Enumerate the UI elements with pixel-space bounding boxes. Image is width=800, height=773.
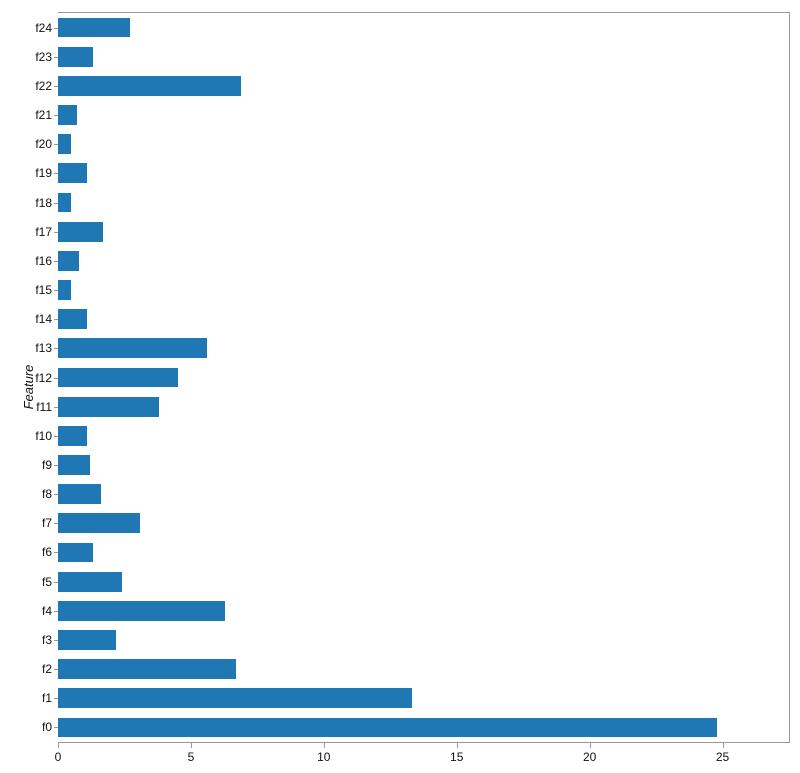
bar	[58, 426, 87, 446]
bar	[58, 630, 116, 650]
bar	[58, 76, 241, 96]
bar-row	[58, 280, 789, 300]
y-tick-mark	[54, 582, 58, 583]
feature-importance-chart: Feature f24f23f22f21f20f19f18f17f16f15f1…	[0, 0, 800, 773]
bar	[58, 572, 122, 592]
bar-row	[58, 193, 789, 213]
y-tick-mark	[54, 144, 58, 145]
x-tick-label: 25	[716, 742, 729, 764]
bar	[58, 659, 236, 679]
bar	[58, 455, 90, 475]
bar-row	[58, 426, 789, 446]
bar	[58, 397, 159, 417]
y-axis-title: Feature	[21, 364, 36, 409]
bar-row	[58, 76, 789, 96]
bar	[58, 309, 87, 329]
y-tick-mark	[54, 640, 58, 641]
bar-row	[58, 222, 789, 242]
bar-row	[58, 601, 789, 621]
y-tick-mark	[54, 115, 58, 116]
x-tick-label: 20	[583, 742, 596, 764]
y-tick-mark	[54, 57, 58, 58]
bar-row	[58, 105, 789, 125]
bar-row	[58, 163, 789, 183]
bar	[58, 513, 140, 533]
bar	[58, 484, 101, 504]
bar	[58, 18, 130, 38]
y-tick-mark	[54, 232, 58, 233]
bar-row	[58, 630, 789, 650]
bar-row	[58, 688, 789, 708]
y-tick-mark	[54, 261, 58, 262]
bar	[58, 193, 71, 213]
y-tick-mark	[54, 494, 58, 495]
bar	[58, 163, 87, 183]
bar-row	[58, 513, 789, 533]
bar	[58, 105, 77, 125]
y-tick-mark	[54, 465, 58, 466]
x-tick-label: 15	[450, 742, 463, 764]
y-tick-mark	[54, 436, 58, 437]
bar	[58, 543, 93, 563]
bar	[58, 688, 412, 708]
bar	[58, 280, 71, 300]
plot-area: f24f23f22f21f20f19f18f17f16f15f14f13f12f…	[58, 12, 790, 743]
bar-row	[58, 309, 789, 329]
bar-row	[58, 572, 789, 592]
bar	[58, 134, 71, 154]
y-tick-mark	[54, 698, 58, 699]
y-tick-mark	[54, 28, 58, 29]
bar	[58, 47, 93, 67]
x-tick-label: 0	[55, 742, 62, 764]
x-tick-label: 5	[188, 742, 195, 764]
bar	[58, 251, 79, 271]
bar-row	[58, 397, 789, 417]
y-tick-mark	[54, 348, 58, 349]
bar-row	[58, 47, 789, 67]
y-tick-mark	[54, 290, 58, 291]
bar-row	[58, 18, 789, 38]
y-tick-mark	[54, 173, 58, 174]
bar-row	[58, 338, 789, 358]
y-tick-mark	[54, 86, 58, 87]
bar	[58, 718, 717, 738]
bar-row	[58, 455, 789, 475]
y-tick-mark	[54, 407, 58, 408]
bar-row	[58, 718, 789, 738]
y-tick-mark	[54, 727, 58, 728]
y-tick-mark	[54, 319, 58, 320]
bar-row	[58, 484, 789, 504]
bar-row	[58, 251, 789, 271]
bar-row	[58, 134, 789, 154]
bar	[58, 368, 178, 388]
bar-row	[58, 543, 789, 563]
y-tick-mark	[54, 378, 58, 379]
bar	[58, 601, 225, 621]
y-tick-mark	[54, 552, 58, 553]
bar	[58, 222, 103, 242]
y-tick-mark	[54, 203, 58, 204]
y-tick-mark	[54, 669, 58, 670]
y-tick-mark	[54, 523, 58, 524]
bar-row	[58, 659, 789, 679]
x-tick-label: 10	[317, 742, 330, 764]
bar	[58, 338, 207, 358]
bar-row	[58, 368, 789, 388]
y-tick-mark	[54, 611, 58, 612]
